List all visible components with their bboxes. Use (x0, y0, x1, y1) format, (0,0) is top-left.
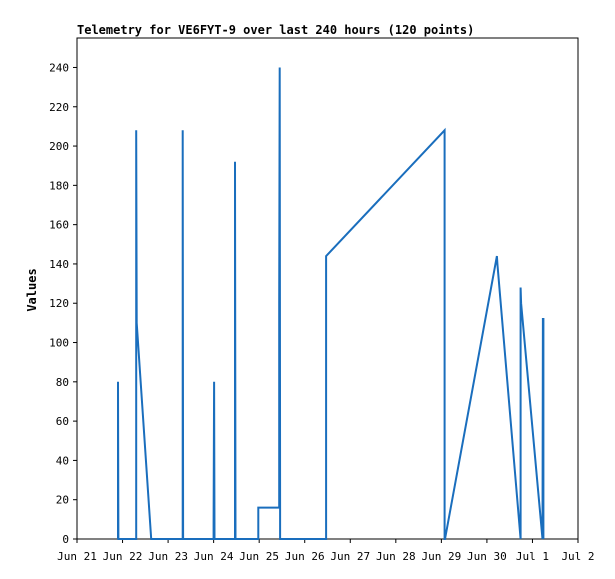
x-tick-label: Jun 30 (467, 550, 507, 563)
y-tick-label: 120 (49, 297, 69, 310)
y-tick-label: 220 (49, 101, 69, 114)
y-axis-label: Values (25, 268, 39, 311)
series-layer (117, 67, 545, 540)
chart-title: Telemetry for VE6FYT-9 over last 240 hou… (77, 23, 474, 37)
y-tick-label: 180 (49, 179, 69, 192)
x-tick-label: Jun 26 (285, 550, 325, 563)
y-tick-label: 80 (56, 376, 69, 389)
series-line (117, 67, 545, 540)
x-tick-label: Jun 29 (421, 550, 461, 563)
x-tick-label: Jun 22 (103, 550, 143, 563)
x-tick-label: Jun 24 (194, 550, 234, 563)
x-axis-ticks: Jun 21 Jun 22 Jun 23 Jun 24 Jun 25 Jun 26 Jun … (57, 539, 595, 563)
plot-frame (76, 37, 579, 540)
y-tick-label: 240 (49, 61, 69, 74)
x-tick-label: Jul 2 (561, 550, 594, 563)
x-tick-label: Jun 28 (376, 550, 416, 563)
x-tick-label: Jun 27 (330, 550, 370, 563)
x-tick-label: Jun 25 (239, 550, 279, 563)
y-tick-label: 60 (56, 415, 69, 428)
x-tick-label: Jun 23 (148, 550, 188, 563)
y-tick-label: 20 (56, 494, 69, 507)
y-tick-label: 140 (49, 258, 69, 271)
y-tick-label: 160 (49, 219, 69, 232)
x-tick-label: Jun 21 (57, 550, 97, 563)
y-axis-ticks: 0 20 40 60 80 100 120 140 160 180 200 220 240 (49, 61, 77, 546)
y-tick-label: 200 (49, 140, 69, 153)
y-tick-label: 40 (56, 454, 69, 467)
y-tick-label: 100 (49, 337, 69, 350)
x-tick-label: Jul 1 (516, 550, 549, 563)
y-tick-label: 0 (62, 533, 69, 546)
